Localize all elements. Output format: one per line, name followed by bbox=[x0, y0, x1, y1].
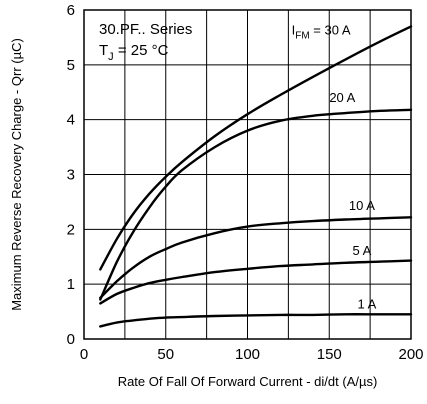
y-tick-label: 3 bbox=[67, 167, 75, 184]
series-annotation: 30.PF.. Series bbox=[99, 21, 192, 38]
x-tick-label: 50 bbox=[157, 346, 174, 363]
series-line bbox=[99, 259, 413, 305]
series-line bbox=[99, 25, 413, 271]
series-label-subscript: FM bbox=[295, 31, 309, 42]
curve-labels: IFM = 30 A 20 A 10 A 5 A 1 A bbox=[292, 23, 377, 312]
series-label: IFM = 30 A bbox=[292, 23, 351, 42]
series-label-main: 5 A bbox=[353, 243, 372, 258]
x-axis-label: Rate Of Fall Of Forward Current - di/dt … bbox=[118, 374, 378, 389]
x-tick-label: 150 bbox=[317, 346, 342, 363]
x-tick-label: 100 bbox=[235, 346, 260, 363]
y-tick-label: 1 bbox=[67, 276, 75, 293]
y-tick-label: 5 bbox=[67, 57, 75, 74]
temperature-subscript: J bbox=[108, 51, 114, 63]
series-label-value: = 30 A bbox=[310, 23, 351, 38]
series-label-main: 20 A bbox=[329, 90, 355, 105]
series-label-main: 10 A bbox=[349, 198, 375, 213]
y-axis-label: Maximum Reverse Recovery Charge - Qrr (µ… bbox=[9, 38, 24, 311]
series-line bbox=[99, 313, 413, 328]
series-label: 10 A bbox=[349, 198, 375, 213]
y-tick-label: 4 bbox=[67, 112, 75, 129]
plot-frame bbox=[83, 9, 412, 340]
x-tick-labels: 0 50 100 150 200 bbox=[80, 346, 424, 363]
series-line bbox=[99, 216, 413, 300]
series-label-main: 1 A bbox=[357, 296, 376, 311]
series-label: 5 A bbox=[353, 243, 372, 258]
x-tick-label: 0 bbox=[80, 346, 88, 363]
curves bbox=[99, 25, 413, 328]
series-label: 20 A bbox=[329, 90, 355, 105]
series-line bbox=[99, 108, 413, 301]
x-tick-label: 200 bbox=[398, 346, 423, 363]
y-tick-label: 2 bbox=[67, 221, 75, 238]
y-tick-label: 0 bbox=[67, 331, 75, 348]
temperature-annotation: TJ = 25 °C bbox=[99, 42, 169, 63]
temperature-value: = 25 °C bbox=[114, 42, 169, 59]
series-label-main: I bbox=[292, 23, 296, 38]
grid bbox=[84, 10, 411, 339]
temperature-symbol: T bbox=[99, 42, 108, 59]
series-label: 1 A bbox=[357, 296, 376, 311]
y-tick-label: 6 bbox=[67, 2, 75, 19]
y-tick-labels: 0 1 2 3 4 5 6 bbox=[67, 2, 75, 348]
